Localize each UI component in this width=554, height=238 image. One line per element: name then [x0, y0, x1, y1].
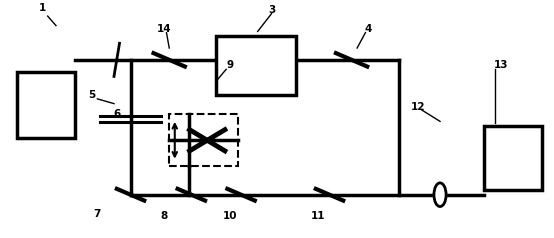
Text: 12: 12 [411, 102, 425, 112]
Text: 7: 7 [94, 209, 101, 219]
Text: 13: 13 [494, 60, 508, 69]
Text: 8: 8 [160, 211, 167, 221]
Ellipse shape [434, 183, 446, 207]
Text: 10: 10 [223, 211, 237, 221]
Text: 9: 9 [227, 60, 234, 69]
Bar [17, 72, 75, 138]
Text: 3: 3 [268, 5, 275, 15]
Text: 4: 4 [365, 24, 372, 34]
Text: 5: 5 [88, 90, 95, 100]
Text: 1: 1 [39, 3, 46, 13]
Bar [484, 126, 542, 190]
Text: 14: 14 [156, 24, 171, 34]
Text: 6: 6 [113, 109, 120, 119]
Bar [216, 36, 296, 95]
Bar [169, 114, 238, 166]
Text: 11: 11 [311, 211, 326, 221]
